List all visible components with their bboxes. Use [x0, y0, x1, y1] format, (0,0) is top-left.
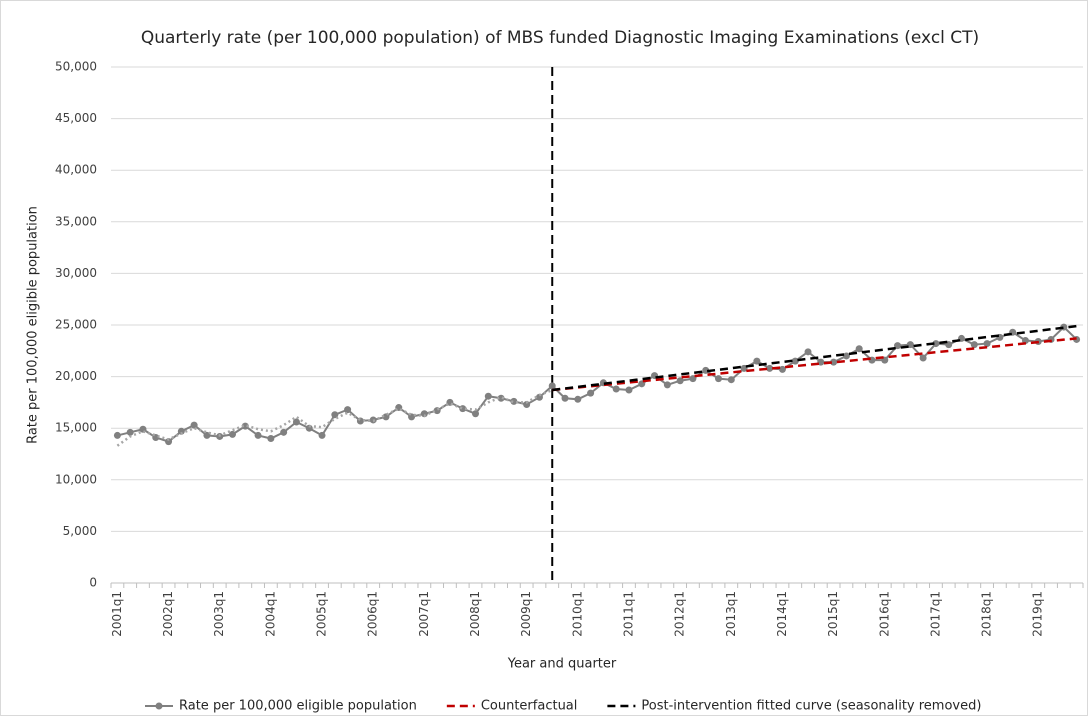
point	[229, 430, 236, 438]
x-tick-label: 2012q1	[673, 591, 687, 637]
point	[791, 357, 799, 365]
y-tick-label: 30,000	[55, 266, 97, 280]
point	[472, 410, 479, 418]
y-tick-label: 5,000	[63, 524, 97, 538]
point	[433, 407, 441, 415]
point	[177, 427, 185, 435]
x-tick-label: 2009q1	[519, 591, 533, 637]
point	[561, 394, 569, 402]
point	[804, 348, 812, 356]
point	[715, 375, 722, 383]
y-tick-label: 15,000	[55, 421, 97, 435]
point	[165, 438, 173, 446]
point	[190, 421, 198, 429]
point	[318, 431, 326, 439]
point	[305, 424, 313, 432]
point	[983, 340, 991, 348]
point	[817, 358, 825, 366]
y-tick-label: 35,000	[55, 214, 97, 228]
x-tick-label: 2004q1	[263, 591, 277, 637]
x-tick-label: 2006q1	[366, 591, 380, 637]
point	[1021, 336, 1029, 344]
legend-marker	[155, 702, 163, 710]
x-axis-title: Year and quarter	[507, 657, 617, 672]
point	[830, 358, 838, 366]
point	[254, 431, 262, 439]
point	[126, 428, 134, 436]
point	[778, 365, 786, 373]
legend-label: Rate per 100,000 eligible population	[179, 699, 417, 714]
point	[510, 397, 518, 405]
x-tick-label: 2010q1	[570, 591, 584, 637]
point	[676, 377, 684, 385]
y-tick-label: 50,000	[55, 60, 97, 74]
point	[906, 341, 914, 349]
y-tick-label: 10,000	[55, 472, 97, 486]
point	[663, 381, 671, 389]
y-tick-label: 40,000	[55, 163, 97, 177]
x-tick-label: 2007q1	[417, 591, 431, 637]
point	[484, 392, 492, 400]
x-tick-label: 2002q1	[161, 591, 175, 637]
point	[548, 382, 556, 390]
y-tick-label: 20,000	[55, 369, 97, 383]
x-tick-label: 2017q1	[928, 591, 942, 637]
point	[523, 400, 531, 408]
x-tick-label: 2013q1	[724, 591, 738, 637]
point	[497, 394, 505, 402]
x-tick-label: 2001q1	[110, 591, 124, 637]
chart-title: Quarterly rate (per 100,000 population) …	[141, 28, 979, 48]
x-tick-label: 2016q1	[877, 591, 891, 637]
point	[612, 385, 620, 393]
point	[203, 431, 211, 439]
point	[267, 435, 275, 443]
point	[766, 364, 774, 372]
series-line	[552, 337, 1077, 392]
legend-label: Post-intervention fitted curve (seasonal…	[641, 699, 981, 714]
point	[420, 410, 428, 418]
point	[344, 406, 352, 414]
point	[331, 411, 339, 419]
series-line	[552, 324, 1077, 392]
point	[894, 342, 902, 350]
y-axis-title: Rate per 100,000 eligible population	[26, 206, 41, 444]
x-tick-label: 2003q1	[212, 591, 226, 637]
point	[753, 357, 761, 365]
point	[574, 395, 582, 403]
y-tick-label: 0	[89, 576, 97, 590]
y-tick-label: 45,000	[55, 111, 97, 125]
point	[855, 345, 863, 353]
point	[139, 425, 147, 433]
x-tick-label: 2011q1	[621, 591, 635, 637]
point	[727, 376, 735, 384]
series-line	[116, 388, 553, 447]
x-tick-label: 2019q1	[1031, 591, 1045, 637]
legend-label: Counterfactual	[481, 699, 578, 714]
point	[280, 428, 288, 436]
point	[625, 386, 633, 394]
point	[292, 418, 300, 426]
x-tick-label: 2014q1	[775, 591, 789, 637]
point	[919, 354, 927, 362]
x-tick-label: 2008q1	[468, 591, 482, 637]
x-tick-label: 2015q1	[826, 591, 840, 637]
y-tick-label: 25,000	[55, 318, 97, 332]
point	[970, 341, 978, 349]
x-tick-label: 2005q1	[315, 591, 329, 637]
series-line	[117, 325, 1078, 443]
point	[842, 352, 850, 360]
point	[932, 340, 940, 348]
x-tick-label: 2018q1	[980, 591, 994, 637]
point	[587, 389, 595, 397]
point	[113, 431, 121, 439]
